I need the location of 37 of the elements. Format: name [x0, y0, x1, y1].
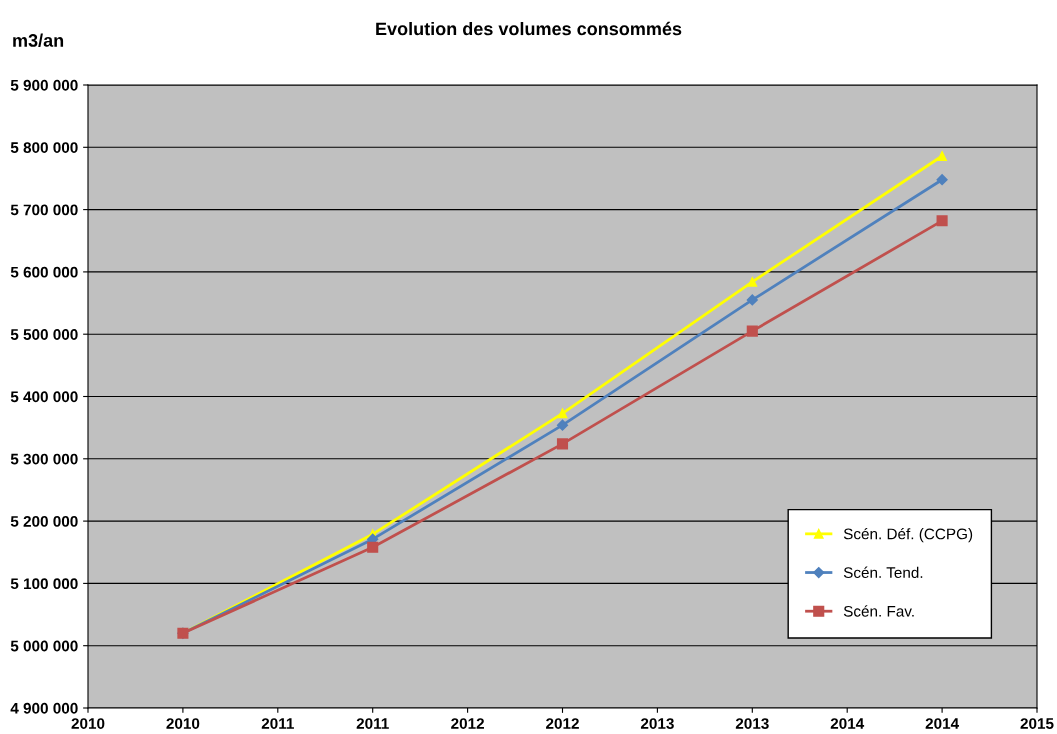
x-tick-label: 2011	[261, 718, 294, 729]
y-tick-label: 5 200 000	[10, 515, 78, 527]
y-tick-label: 5 900 000	[10, 79, 78, 91]
y-tick-label: 5 400 000	[10, 391, 78, 403]
point	[936, 174, 948, 186]
y-tick-label: 5 000 000	[10, 640, 78, 652]
y-tick-label: 5 100 000	[10, 578, 78, 590]
y-tick-label: 5 300 000	[10, 453, 78, 465]
legend-label: Scén. Déf. (CCPG)	[843, 527, 973, 543]
x-tick-label: 2010	[166, 718, 200, 729]
y-tick-label: 5 600 000	[10, 266, 78, 278]
point	[746, 294, 758, 306]
y-axis-title: m3/an	[13, 33, 64, 48]
x-tick-label: 2010	[71, 718, 105, 729]
point	[367, 541, 379, 553]
point	[557, 408, 568, 419]
x-tick-label: 2013	[640, 718, 674, 729]
point	[556, 438, 569, 450]
point	[937, 151, 947, 161]
x-tick-label: 2014	[830, 718, 865, 729]
point	[556, 419, 569, 431]
y-tick-label: 5 700 000	[10, 204, 78, 216]
x-tick-label: 2012	[546, 718, 579, 729]
point	[746, 325, 758, 337]
y-tick-label: 5 500 000	[10, 329, 78, 340]
chart-title: Evolution des volumes consommés	[376, 21, 682, 36]
legend-label: Scén. Tend.	[843, 566, 923, 579]
x-tick-label: 2013	[735, 718, 769, 729]
y-tick-label: 5 800 000	[10, 142, 78, 153]
y-tick-label: 4 900 000	[10, 702, 78, 714]
point	[747, 277, 758, 287]
x-tick-label: 2012	[451, 718, 484, 729]
x-tick-label: 2015	[1020, 718, 1054, 729]
x-tick-label: 2014	[925, 718, 960, 729]
x-tick-label: 2011	[356, 718, 389, 729]
point	[936, 215, 948, 227]
legend-label: Scén. Fav.	[843, 605, 914, 617]
